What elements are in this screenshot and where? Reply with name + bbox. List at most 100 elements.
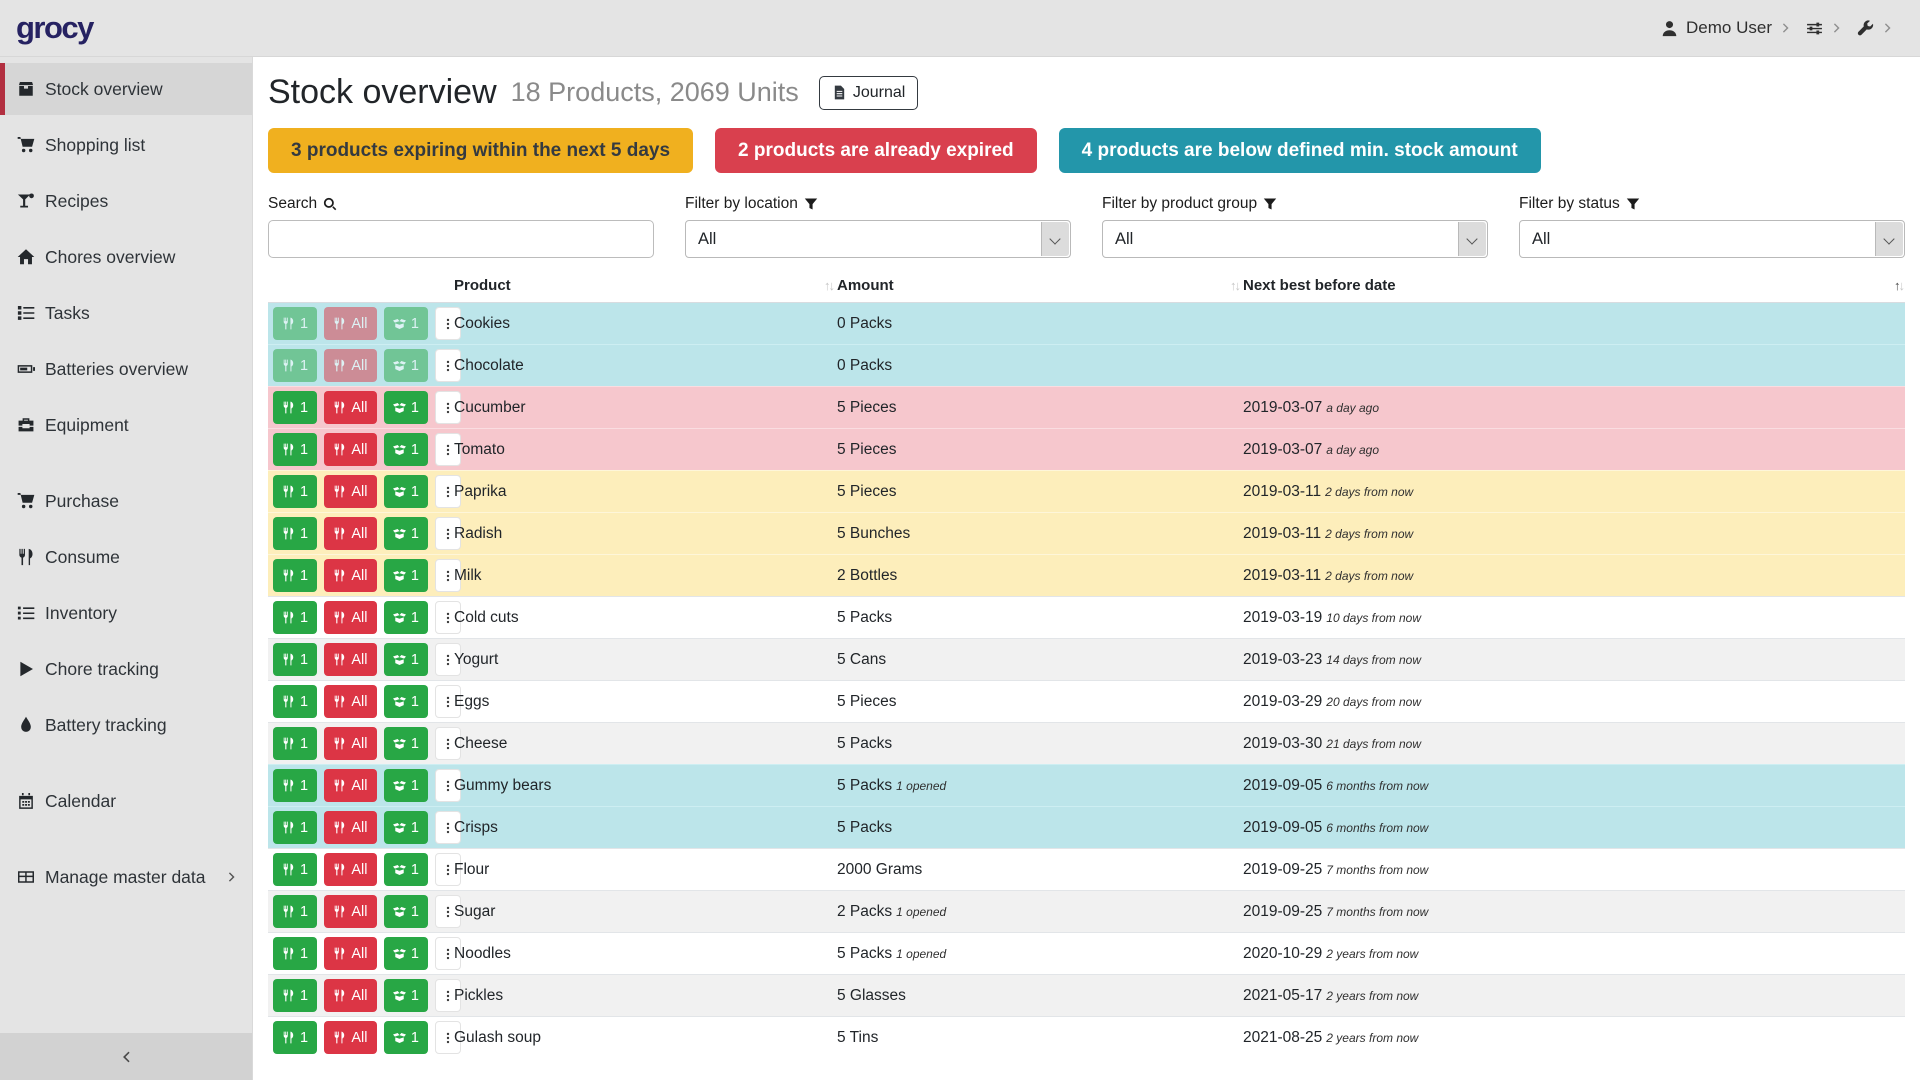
sidebar-item-batteries-overview[interactable]: Batteries overview xyxy=(0,343,252,395)
consume-one-button[interactable]: 1 xyxy=(273,517,318,550)
main-content: Stock overview 18 Products, 2069 Units J… xyxy=(253,57,1920,1080)
consume-one-button[interactable]: 1 xyxy=(273,937,318,970)
open-one-button[interactable]: 1 xyxy=(383,1021,428,1055)
consume-all-button[interactable]: All xyxy=(324,517,377,550)
column-header-product[interactable]: Product ↑ ↓ xyxy=(452,273,835,303)
location-filter-select[interactable]: All xyxy=(685,220,1071,258)
consume-one-button[interactable]: 1 xyxy=(273,811,318,844)
sidebar-item-purchase[interactable]: Purchase xyxy=(0,475,252,527)
consume-one-button[interactable]: 1 xyxy=(273,895,318,928)
sidebar-item-battery-tracking[interactable]: Battery tracking xyxy=(0,699,252,751)
open-one-button[interactable]: 1 xyxy=(383,307,428,340)
sidebar-item-calendar[interactable]: Calendar xyxy=(0,775,252,827)
row-menu-button[interactable] xyxy=(435,307,462,340)
stock-alert-warning[interactable]: 3 products expiring within the next 5 da… xyxy=(268,128,694,173)
table-row: 1 All 1 Cookies 0 Packs xyxy=(268,302,1905,345)
consume-one-button[interactable]: 1 xyxy=(273,769,318,802)
sidebar-collapse-button[interactable] xyxy=(0,1033,252,1080)
consume-one-button[interactable]: 1 xyxy=(273,433,318,466)
sidebar: Stock overview Shopping list Recipes Cho… xyxy=(0,57,253,1080)
consume-one-button[interactable]: 1 xyxy=(273,559,318,592)
open-one-button[interactable]: 1 xyxy=(383,433,428,466)
open-one-button[interactable]: 1 xyxy=(383,811,428,844)
consume-all-button[interactable]: All xyxy=(324,307,377,340)
user-menu[interactable]: Demo User xyxy=(1661,18,1792,38)
settings-menu[interactable] xyxy=(1806,20,1843,37)
column-header-amount[interactable]: Amount ↑ ↓ xyxy=(835,273,1241,303)
open-one-button[interactable]: 1 xyxy=(383,979,428,1012)
product-name: Tomato xyxy=(454,440,505,458)
app-logo[interactable]: grocy xyxy=(16,10,94,45)
open-one-button[interactable]: 1 xyxy=(383,853,428,886)
sidebar-item-tasks[interactable]: Tasks xyxy=(0,287,252,339)
consume-all-button[interactable]: All xyxy=(324,979,377,1012)
product-group-filter-select[interactable]: All xyxy=(1102,220,1488,258)
consume-all-button[interactable]: All xyxy=(324,727,377,760)
consume-one-button[interactable]: 1 xyxy=(273,727,318,760)
status-filter-select[interactable]: All xyxy=(1519,220,1905,258)
open-one-button[interactable]: 1 xyxy=(383,391,428,424)
consume-all-button[interactable]: All xyxy=(324,559,377,592)
sliders-icon xyxy=(1806,20,1823,37)
utensils-icon xyxy=(282,485,295,498)
open-one-button[interactable]: 1 xyxy=(383,517,428,550)
consume-one-button[interactable]: 1 xyxy=(273,349,318,382)
consume-all-button[interactable]: All xyxy=(324,475,377,508)
stock-alert-danger[interactable]: 2 products are already expired xyxy=(715,128,1037,173)
consume-one-button[interactable]: 1 xyxy=(273,601,318,634)
sidebar-item-chore-tracking[interactable]: Chore tracking xyxy=(0,643,252,695)
search-input[interactable] xyxy=(268,220,654,258)
consume-all-button[interactable]: All xyxy=(324,937,377,970)
consume-one-button[interactable]: 1 xyxy=(273,391,318,424)
open-one-button[interactable]: 1 xyxy=(383,559,428,592)
consume-one-button[interactable]: 1 xyxy=(273,853,318,886)
utensils-icon xyxy=(333,653,346,666)
consume-all-button[interactable]: All xyxy=(324,685,377,718)
consume-all-button[interactable]: All xyxy=(324,811,377,844)
consume-all-button[interactable]: All xyxy=(324,643,377,676)
sidebar-item-manage-master-data[interactable]: Manage master data xyxy=(0,851,252,903)
stock-alert-info[interactable]: 4 products are below defined min. stock … xyxy=(1058,128,1541,173)
admin-menu[interactable] xyxy=(1857,19,1894,37)
date-relative: 2 years from now xyxy=(1326,988,1419,1003)
sidebar-item-consume[interactable]: Consume xyxy=(0,531,252,583)
column-header-label: Product xyxy=(454,277,511,294)
consume-one-button[interactable]: 1 xyxy=(273,685,318,718)
open-one-button[interactable]: 1 xyxy=(383,685,428,718)
consume-all-button[interactable]: All xyxy=(324,853,377,886)
best-before-date: 2019-03-07 xyxy=(1243,440,1323,458)
product-name: Crisps xyxy=(454,818,498,836)
amount: 0 Packs xyxy=(837,314,893,332)
consume-all-button[interactable]: All xyxy=(324,349,377,382)
consume-all-button[interactable]: All xyxy=(324,895,377,928)
consume-one-button[interactable]: 1 xyxy=(273,475,318,508)
open-one-button[interactable]: 1 xyxy=(383,475,428,508)
journal-button[interactable]: Journal xyxy=(818,75,919,110)
sidebar-item-inventory[interactable]: Inventory xyxy=(0,587,252,639)
open-one-button[interactable]: 1 xyxy=(383,349,428,382)
consume-all-button[interactable]: All xyxy=(324,1021,377,1055)
best-before-date: 2019-03-11 xyxy=(1243,566,1322,584)
consume-one-button[interactable]: 1 xyxy=(273,643,318,676)
consume-all-button[interactable]: All xyxy=(324,391,377,424)
sidebar-item-shopping-list[interactable]: Shopping list xyxy=(0,119,252,171)
sidebar-item-equipment[interactable]: Equipment xyxy=(0,399,252,451)
consume-one-button[interactable]: 1 xyxy=(273,1021,318,1055)
open-one-button[interactable]: 1 xyxy=(383,895,428,928)
column-header-date[interactable]: Next best before date ↑ ↓ xyxy=(1241,273,1905,303)
open-one-button[interactable]: 1 xyxy=(383,937,428,970)
open-one-button[interactable]: 1 xyxy=(383,601,428,634)
amount: 5 Pieces xyxy=(837,482,897,500)
sidebar-item-chores-overview[interactable]: Chores overview xyxy=(0,231,252,283)
open-one-button[interactable]: 1 xyxy=(383,769,428,802)
consume-all-button[interactable]: All xyxy=(324,433,377,466)
open-one-button[interactable]: 1 xyxy=(383,727,428,760)
consume-one-button[interactable]: 1 xyxy=(273,979,318,1012)
sidebar-item-recipes[interactable]: Recipes xyxy=(0,175,252,227)
consume-all-button[interactable]: All xyxy=(324,601,377,634)
sidebar-item-stock-overview[interactable]: Stock overview xyxy=(0,63,252,115)
consume-all-button[interactable]: All xyxy=(324,769,377,802)
date-relative: 2 days from now xyxy=(1325,484,1414,499)
consume-one-button[interactable]: 1 xyxy=(273,307,318,340)
open-one-button[interactable]: 1 xyxy=(383,643,428,676)
